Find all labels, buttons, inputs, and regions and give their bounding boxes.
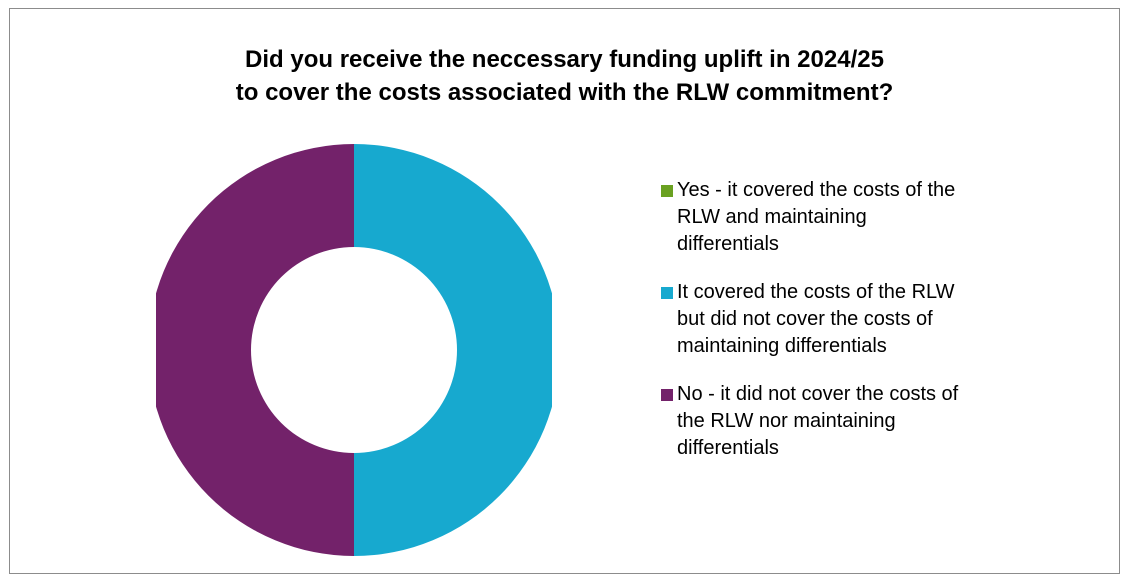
legend-label-yes-line-3: differentials bbox=[677, 233, 779, 255]
legend-label-yes-line-2: RLW and maintaining bbox=[677, 206, 867, 228]
donut-slice-no bbox=[156, 144, 354, 556]
chart-title: Did you receive the neccessary funding u… bbox=[10, 43, 1119, 109]
donut-chart bbox=[156, 144, 552, 556]
legend-item-no: No - it did not cover the costs of the R… bbox=[657, 381, 1077, 462]
legend-swatch-partial bbox=[661, 287, 673, 299]
legend-label-partial-line-3: maintaining differentials bbox=[677, 335, 887, 357]
legend-swatch-no bbox=[661, 389, 673, 401]
legend-label-partial-line-1: It covered the costs of the RLW bbox=[677, 281, 955, 303]
legend-label-no-line-2: the RLW nor maintaining bbox=[677, 410, 896, 432]
legend-label-partial-line-2: but did not cover the costs of bbox=[677, 308, 933, 330]
legend-label-no-line-1: No - it did not cover the costs of bbox=[677, 383, 959, 405]
legend-label-no-line-3: differentials bbox=[677, 437, 779, 459]
legend-swatch-yes bbox=[661, 185, 673, 197]
donut-slices bbox=[156, 144, 552, 556]
chart-frame: Did you receive the neccessary funding u… bbox=[9, 8, 1120, 574]
chart-title-line-1: Did you receive the neccessary funding u… bbox=[245, 46, 884, 73]
donut-slice-partial bbox=[354, 144, 552, 556]
chart-legend: Yes - it covered the costs of the RLW an… bbox=[657, 177, 1077, 483]
legend-item-yes: Yes - it covered the costs of the RLW an… bbox=[657, 177, 1077, 258]
chart-title-line-2: to cover the costs associated with the R… bbox=[235, 79, 894, 106]
legend-label-yes-line-1: Yes - it covered the costs of the bbox=[677, 179, 956, 201]
legend-item-partial: It covered the costs of the RLW but did … bbox=[657, 279, 1077, 360]
